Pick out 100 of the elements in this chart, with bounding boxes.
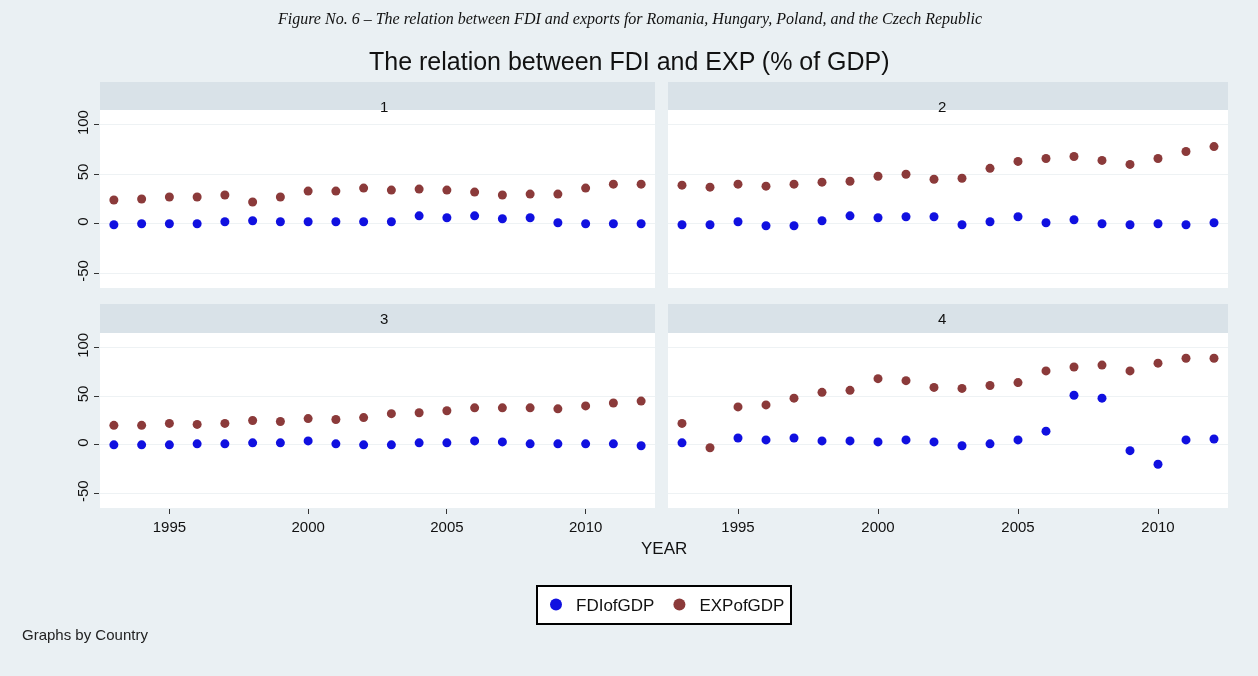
point xyxy=(1125,366,1135,376)
point xyxy=(248,416,258,425)
point xyxy=(1041,366,1051,376)
point xyxy=(1069,215,1079,225)
point xyxy=(275,438,285,448)
chart-title: 2 xyxy=(938,98,947,115)
point xyxy=(442,213,452,223)
point xyxy=(525,439,535,449)
text: Graphs by Country xyxy=(22,626,149,643)
point xyxy=(414,184,424,194)
point xyxy=(192,192,202,202)
point xyxy=(705,182,715,192)
point xyxy=(733,179,743,189)
point xyxy=(470,436,480,446)
point xyxy=(1181,147,1191,157)
point xyxy=(873,213,883,223)
point xyxy=(137,420,147,430)
point xyxy=(303,217,313,227)
point xyxy=(608,219,618,229)
point xyxy=(109,220,119,230)
point xyxy=(386,409,396,419)
point xyxy=(1153,153,1163,163)
point xyxy=(845,436,855,446)
text: Figure No. 6 – The relation between FDI and exports for Romania, Hungary, Poland, and the Czech Republic xyxy=(277,10,983,28)
point xyxy=(929,174,939,184)
point xyxy=(1209,218,1219,228)
point xyxy=(929,212,939,222)
y-tick-label: 50 xyxy=(74,163,91,181)
point xyxy=(636,441,646,451)
point xyxy=(220,418,230,428)
point xyxy=(957,173,967,183)
x-tick-label: 2005 xyxy=(430,518,464,535)
point xyxy=(1181,353,1191,363)
point xyxy=(192,419,202,429)
point xyxy=(901,376,911,386)
point xyxy=(1013,378,1023,388)
point xyxy=(1153,459,1163,469)
y-tick-label: -50 xyxy=(74,260,91,282)
point xyxy=(789,179,799,189)
point xyxy=(331,186,341,196)
point xyxy=(581,439,591,449)
point xyxy=(957,383,967,393)
point xyxy=(1069,390,1079,400)
legend-label: FDIofGDP xyxy=(576,596,655,616)
point xyxy=(303,414,313,424)
point xyxy=(789,393,799,403)
point xyxy=(331,439,341,449)
point xyxy=(137,440,147,450)
point xyxy=(359,413,369,423)
point xyxy=(929,382,939,392)
point xyxy=(761,400,771,410)
point xyxy=(1125,446,1135,456)
point xyxy=(386,440,396,450)
point xyxy=(553,218,563,228)
point xyxy=(553,404,563,414)
point xyxy=(1153,358,1163,368)
point xyxy=(109,195,119,205)
point xyxy=(220,217,230,227)
point xyxy=(761,435,771,445)
point xyxy=(901,212,911,222)
x-axis-title: YEAR xyxy=(641,539,688,558)
point xyxy=(677,418,687,428)
point xyxy=(248,438,258,448)
point xyxy=(109,420,119,430)
text: The relation between FDI and EXP (% of GDP) xyxy=(369,47,890,75)
y-tick-label: 50 xyxy=(74,385,91,403)
point xyxy=(275,192,285,202)
point xyxy=(1153,219,1163,229)
x-tick-label: 1995 xyxy=(721,518,755,535)
x-tick-label: 1995 xyxy=(152,518,187,535)
x-tick-label: 2010 xyxy=(1141,518,1175,535)
point xyxy=(1181,435,1191,445)
point xyxy=(164,440,174,450)
point xyxy=(109,440,119,450)
point xyxy=(1013,156,1023,166)
point xyxy=(761,181,771,191)
point xyxy=(873,374,883,384)
point xyxy=(1013,212,1023,222)
point xyxy=(817,436,827,446)
point xyxy=(845,176,855,186)
point xyxy=(873,437,883,447)
point xyxy=(1069,362,1079,372)
point xyxy=(1209,434,1219,444)
point xyxy=(386,217,396,227)
point xyxy=(1181,220,1191,230)
point xyxy=(817,216,827,226)
y-tick-label: 0 xyxy=(74,438,91,447)
point xyxy=(442,185,452,195)
point xyxy=(497,437,507,447)
point xyxy=(985,439,995,449)
point xyxy=(497,403,507,413)
point xyxy=(1041,218,1051,228)
point xyxy=(525,189,535,199)
point xyxy=(331,415,341,425)
point xyxy=(303,186,313,196)
point xyxy=(220,190,230,200)
point xyxy=(1209,353,1219,363)
point xyxy=(581,401,591,411)
point xyxy=(164,418,174,428)
point xyxy=(1125,159,1135,169)
